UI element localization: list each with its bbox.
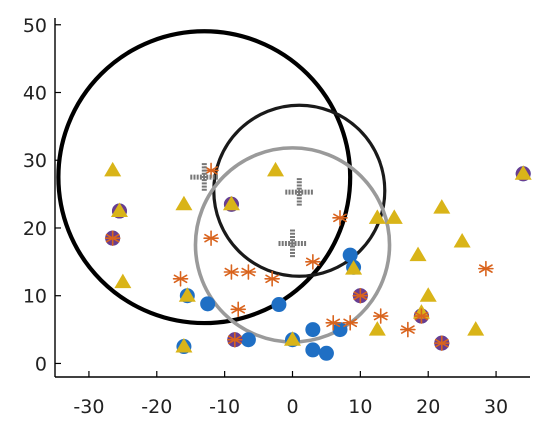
triangle-point-3 (114, 273, 132, 289)
triangle-point-10 (345, 260, 363, 275)
triangle-point-2 (110, 202, 128, 218)
y-tick-label: 50 (23, 15, 47, 37)
circle-point-5 (200, 296, 216, 312)
asterisk-point-17 (413, 308, 430, 324)
triangle-point-1 (104, 161, 122, 177)
triangle-point-8 (267, 161, 285, 177)
circle-point-13 (318, 345, 334, 361)
circle-point-11 (305, 322, 321, 338)
asterisk-point-9 (264, 270, 280, 287)
triangle-point-12 (368, 321, 386, 336)
y-tick-label: 20 (23, 218, 47, 240)
asterisk-point-5 (223, 264, 240, 280)
triangle-point-20 (514, 165, 532, 180)
triangle-point-9 (284, 331, 301, 346)
y-tick-label: 0 (35, 353, 47, 375)
cross-point-2 (285, 178, 314, 207)
asterisk-point-6 (230, 301, 247, 318)
asterisk-point-14 (352, 287, 369, 304)
asterisk-point-8 (227, 331, 243, 348)
x-tick-label: 30 (484, 396, 508, 418)
cross-point-3 (278, 229, 307, 258)
asterisk-point-4 (203, 230, 219, 246)
triangle-point-14 (409, 246, 427, 262)
asterisk-point-11 (325, 315, 342, 331)
x-tick-label: 20 (416, 396, 440, 418)
asterisk-point-16 (400, 321, 416, 338)
y-tick-label: 30 (23, 150, 47, 172)
x-tick-label: 0 (286, 396, 298, 418)
asterisk-point-13 (342, 315, 358, 331)
circles-layer (56, 29, 392, 344)
asterisk-point-12 (332, 210, 348, 226)
triangle-point-5 (175, 338, 193, 353)
x-tick-label: 10 (348, 396, 372, 418)
triangle-point-17 (433, 199, 451, 214)
x-tick-label: -20 (141, 396, 172, 418)
triangle-point-11 (368, 209, 386, 224)
asterisk-point-2 (172, 270, 189, 287)
asterisk-point-10 (305, 254, 321, 270)
triangle-point-4 (175, 195, 193, 211)
circle-1 (56, 29, 353, 326)
circle-point-9 (271, 297, 287, 313)
x-tick-label: -10 (209, 396, 240, 418)
points-layer (104, 161, 532, 361)
asterisk-point-15 (372, 308, 389, 324)
cross-point-1 (190, 163, 219, 192)
asterisk-point-7 (240, 264, 257, 280)
circle-point-12 (305, 342, 321, 358)
asterisk-point-18 (433, 335, 450, 351)
triangle-point-6 (178, 287, 196, 302)
circle-point-15 (342, 247, 358, 263)
circle-point-8 (240, 332, 256, 348)
triangle-point-18 (453, 233, 471, 248)
axes-layer: 0 10 20 30 40 50 -30 -20 -10 0 10 20 30 (23, 15, 530, 418)
x-tick-label: -30 (73, 396, 104, 418)
triangle-point-19 (467, 321, 485, 336)
asterisk-point-19 (478, 260, 494, 277)
triangle-point-16 (419, 287, 437, 302)
y-tick-label: 10 (23, 286, 47, 308)
asterisk-point-1 (104, 230, 121, 246)
y-tick-label: 40 (23, 83, 47, 105)
triangle-point-13 (385, 209, 403, 224)
triangle-point-7 (222, 195, 240, 211)
